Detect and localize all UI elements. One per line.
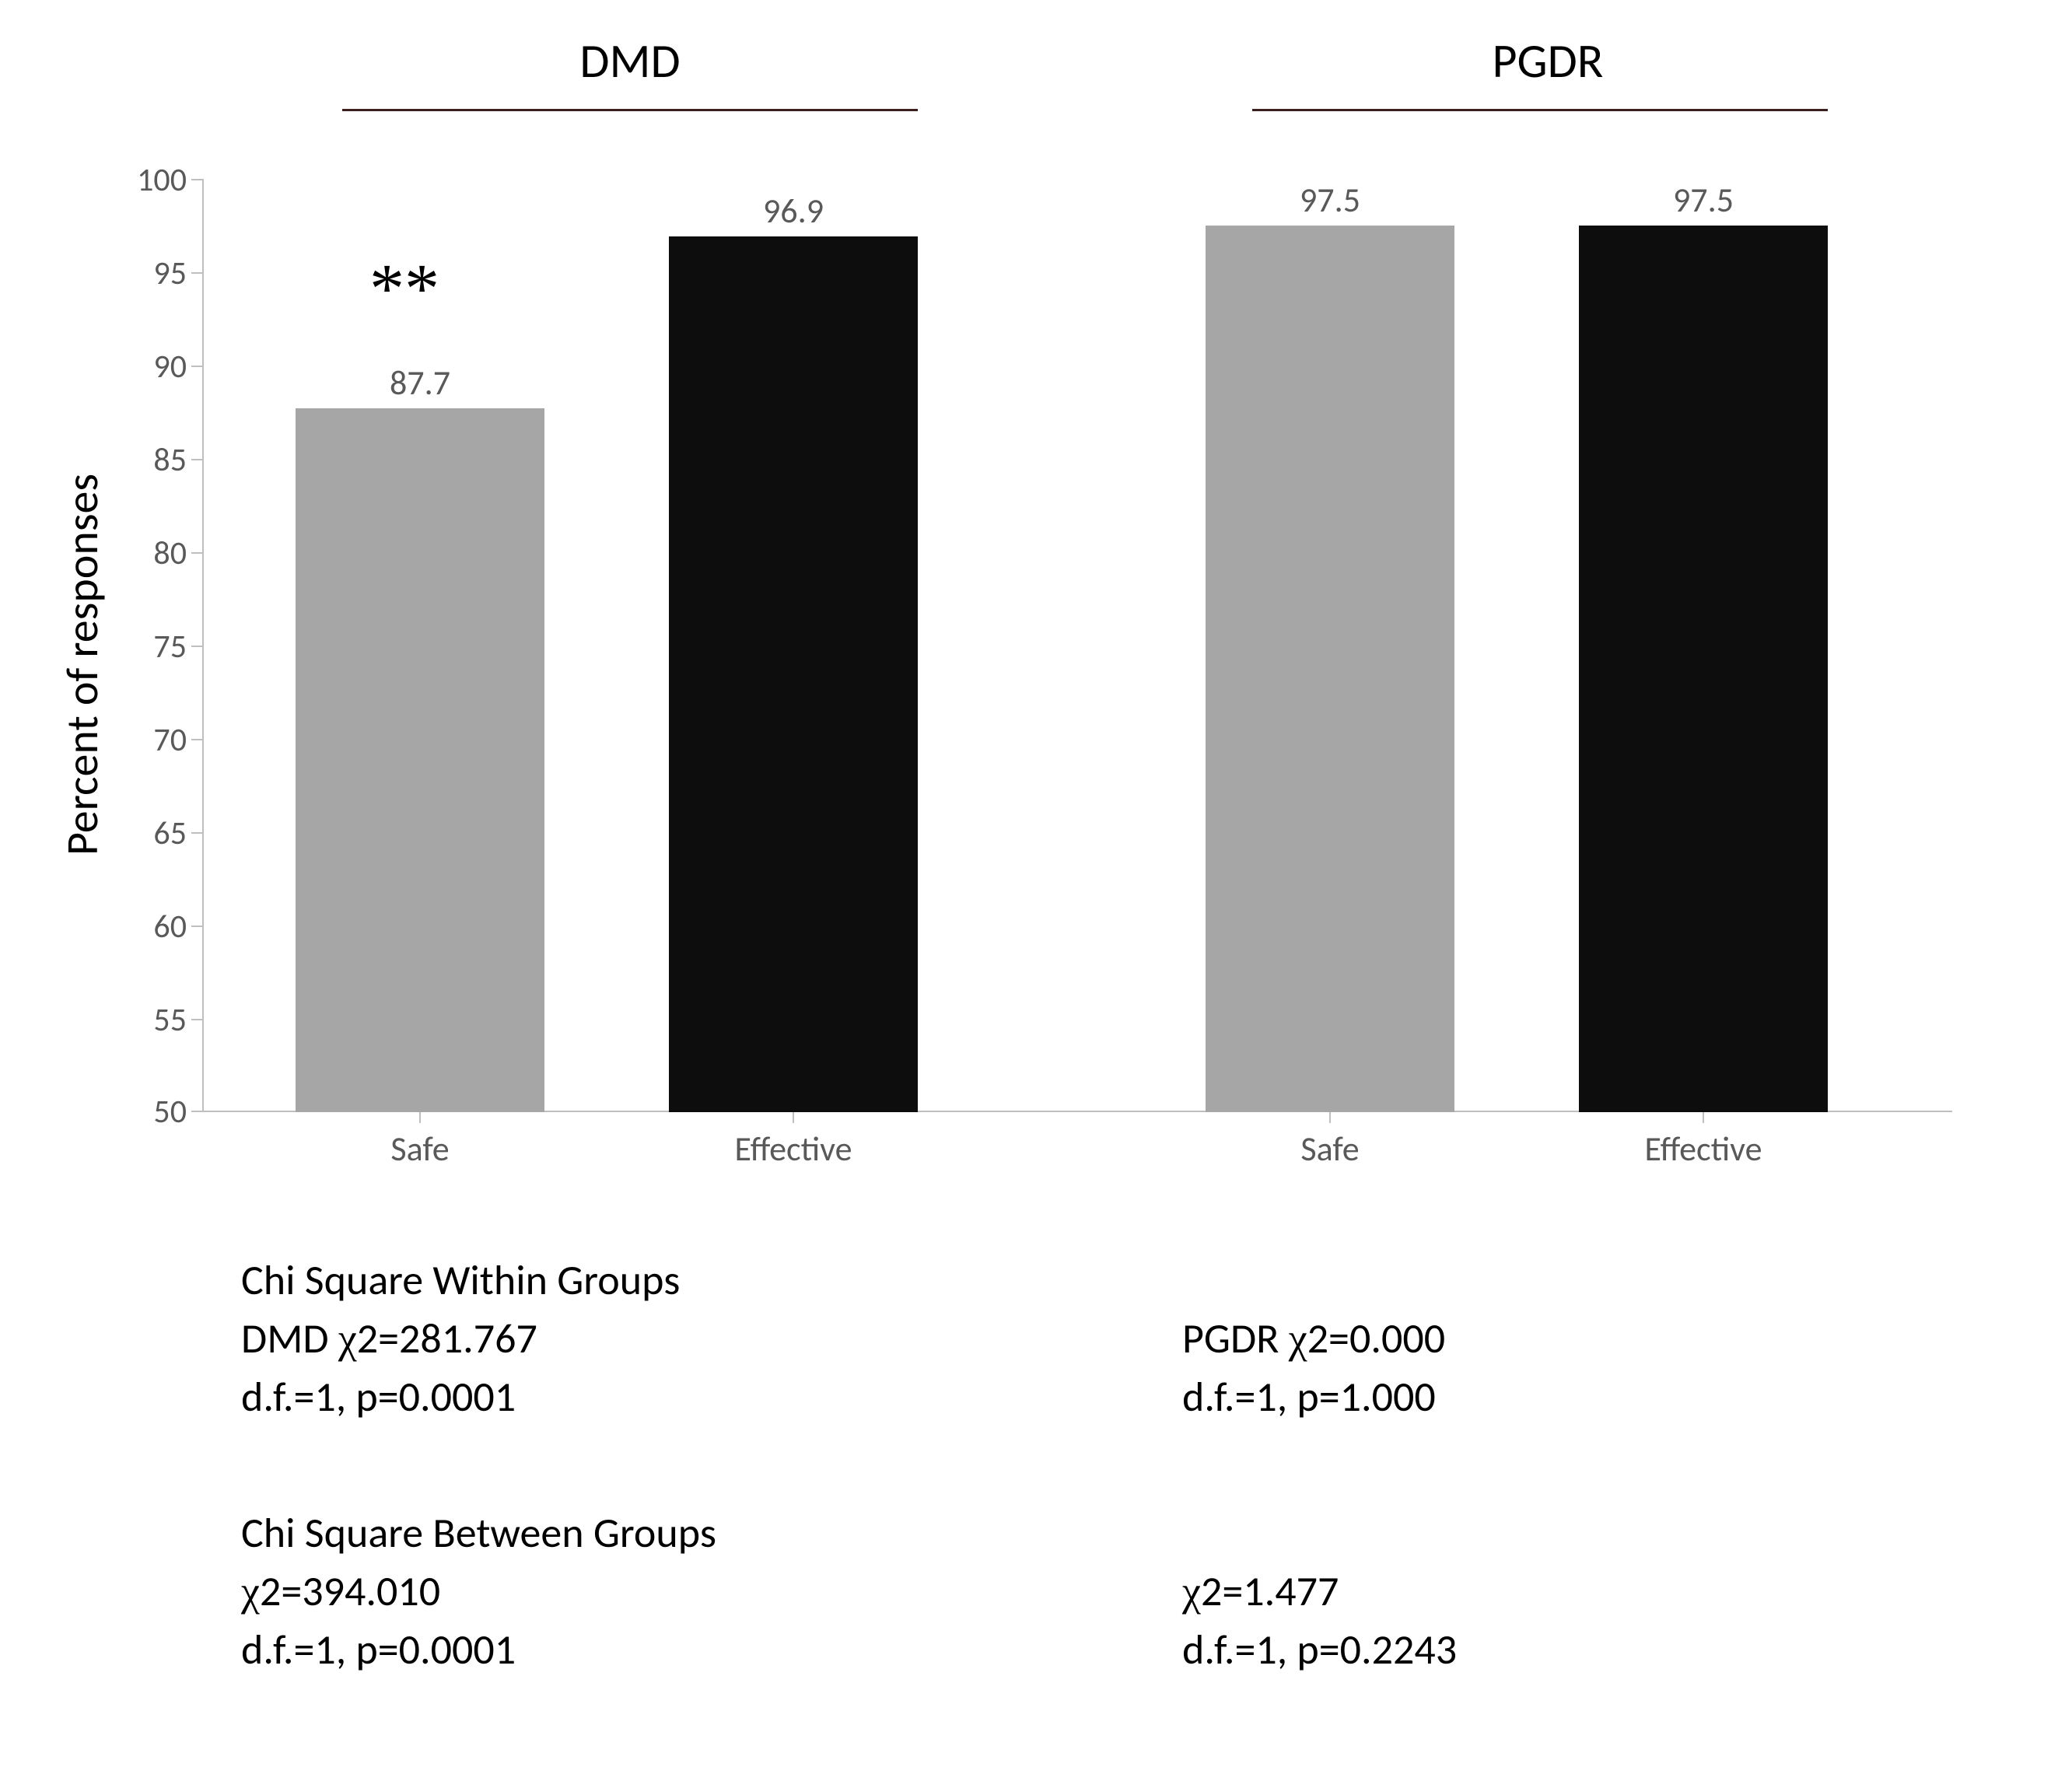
ytick-mark (191, 832, 202, 834)
stats-within-heading: Chi Square Within Groups (241, 1252, 680, 1309)
xcat-dmd-safe: Safe (296, 1128, 544, 1170)
chi-symbol: χ (1289, 1315, 1307, 1362)
chi-symbol: χ (241, 1568, 260, 1615)
xcat-dmd-effective: Effective (669, 1128, 918, 1170)
xtick-mark (419, 1112, 421, 1123)
stats-text: 2=0.000 (1307, 1313, 1445, 1364)
group-title-pgdr: PGDR (1431, 31, 1664, 90)
stats-between-heading: Chi Square Between Groups (241, 1505, 716, 1562)
xcat-pgdr-effective: Effective (1579, 1128, 1828, 1170)
group-rule-dmd (342, 109, 918, 111)
ytick-label: 85 (101, 440, 187, 480)
y-axis-line (202, 179, 204, 1112)
stats-pgdr-within-chi: PGDR χ2=0.000 (1182, 1310, 1445, 1367)
ytick-mark (191, 1019, 202, 1020)
ytick-label: 55 (101, 1000, 187, 1040)
ytick-label: 50 (101, 1092, 187, 1132)
stats-text: 2=281.767 (357, 1313, 537, 1364)
bar-label-dmd-safe: 87.7 (296, 362, 544, 404)
xtick-mark (1703, 1112, 1704, 1123)
ytick-label: 60 (101, 907, 187, 946)
bar-label-pgdr-effective: 97.5 (1579, 179, 1828, 221)
group-title-dmd: DMD (513, 31, 747, 90)
chi-symbol: χ (1182, 1568, 1201, 1615)
bar-label-dmd-effective: 96.9 (669, 190, 918, 232)
ytick-label: 90 (101, 347, 187, 387)
stats-text: DMD (241, 1313, 338, 1364)
ytick-mark (191, 552, 202, 554)
bar-pgdr-safe (1206, 226, 1454, 1112)
stats-dmd-within-dfp: d.f.=1, p=0.0001 (241, 1369, 516, 1426)
xtick-mark (793, 1112, 794, 1123)
stats-pgdr-within-dfp: d.f.=1, p=1.000 (1182, 1369, 1436, 1426)
ytick-mark (191, 739, 202, 740)
stats-text: PGDR (1182, 1313, 1289, 1364)
ytick-mark (191, 272, 202, 274)
stats-between-right-chi: χ2=1.477 (1182, 1563, 1339, 1620)
bar-dmd-effective (669, 236, 918, 1112)
stats-between-left-chi: χ2=394.010 (241, 1563, 440, 1620)
bar-label-pgdr-safe: 97.5 (1206, 179, 1454, 221)
stats-text: 2=1.477 (1201, 1566, 1339, 1617)
ytick-label: 75 (101, 627, 187, 667)
ytick-mark (191, 366, 202, 367)
stats-dmd-within-chi: DMD χ2=281.767 (241, 1310, 537, 1367)
xcat-pgdr-safe: Safe (1206, 1128, 1454, 1170)
significance-marker-dmd: ** (280, 249, 529, 329)
bar-dmd-safe (296, 408, 544, 1112)
ytick-label: 95 (101, 254, 187, 293)
stats-between-right-dfp: d.f.=1, p=0.2243 (1182, 1622, 1457, 1678)
ytick-mark (191, 1111, 202, 1112)
ytick-label: 70 (101, 720, 187, 760)
plot-area: 100 95 90 85 80 75 70 65 60 55 50 (202, 179, 1952, 1112)
stats-text: 2=394.010 (260, 1566, 440, 1617)
xtick-mark (1329, 1112, 1331, 1123)
figure-root: DMD PGDR Percent of responses 100 95 90 … (0, 0, 2072, 1781)
ytick-mark (191, 646, 202, 647)
chi-symbol: χ (338, 1315, 357, 1362)
ytick-label: 100 (101, 160, 187, 200)
ytick-mark (191, 925, 202, 927)
stats-between-left-dfp: d.f.=1, p=0.0001 (241, 1622, 516, 1678)
ytick-label: 65 (101, 814, 187, 853)
ytick-mark (191, 459, 202, 460)
group-rule-pgdr (1252, 109, 1828, 111)
ytick-mark (191, 179, 202, 180)
ytick-label: 80 (101, 534, 187, 573)
bar-pgdr-effective (1579, 226, 1828, 1112)
